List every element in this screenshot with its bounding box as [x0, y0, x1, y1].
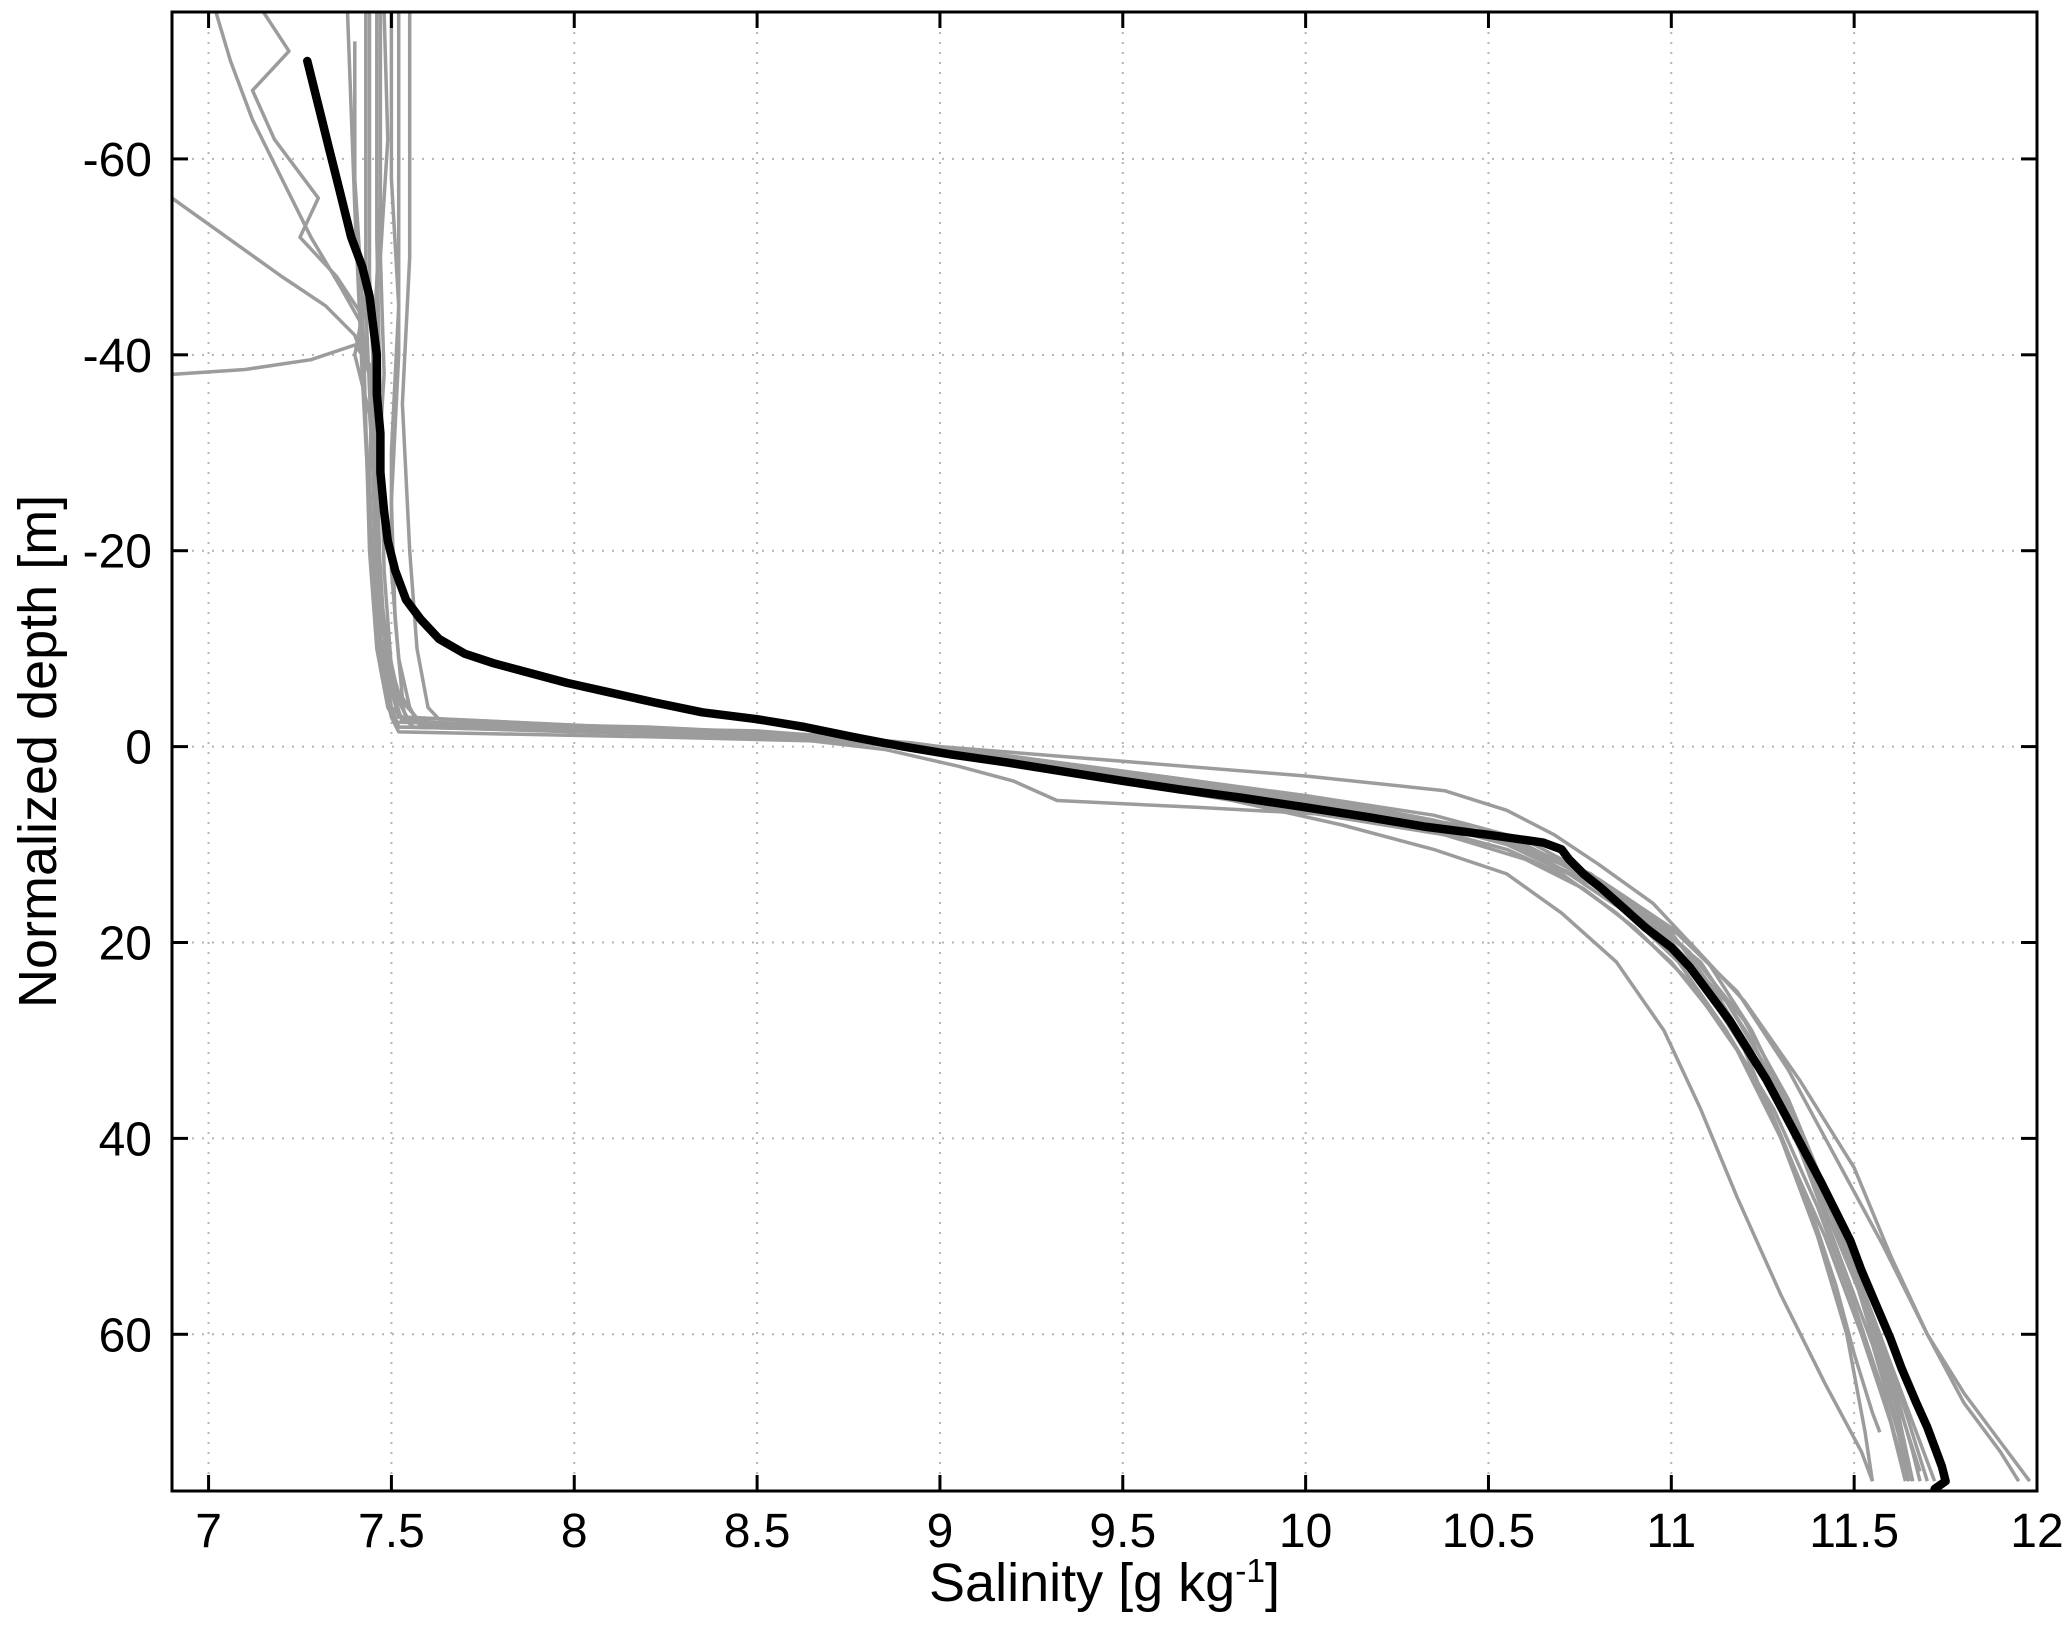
y-axis-label-text: Normalized depth [m] [8, 494, 68, 1009]
x-tick-label: 11.5 [1809, 1505, 1899, 1558]
mean-profile-line [303, 56, 1950, 1491]
y-axis-label: Normalized depth [m] [8, 12, 68, 1491]
x-tick-label: 10.5 [1442, 1505, 1535, 1558]
profile-line [400, 12, 2021, 1483]
y-tick-label: 40 [99, 1113, 152, 1166]
axis-ticks [172, 12, 2039, 1491]
y-tick-label: 20 [99, 917, 152, 970]
y-tick-label: -60 [83, 134, 152, 187]
x-tick-label: 8.5 [724, 1505, 791, 1558]
profile-line [375, 12, 1875, 1482]
gridlines [172, 12, 2038, 1491]
y-tick-label: 0 [125, 722, 152, 775]
x-axis-label: Salinity [g kg-1] [172, 1552, 2037, 1614]
x-tick-label: 9.5 [1089, 1505, 1156, 1558]
tick-labels: 7 7.5 8 8.5 9 9.5 10 10.5 11 11.5 12 -60 -40 -20 0 20 40… [83, 134, 2064, 1558]
x-axis-label-end: ] [1264, 1553, 1280, 1613]
plot-frame [170, 10, 2039, 1493]
x-tick-label: 7.5 [358, 1505, 425, 1558]
y-tick-label: -20 [83, 526, 152, 579]
x-tick-label: 11 [1646, 1505, 1696, 1558]
y-tick-label: -40 [83, 330, 152, 383]
x-tick-label: 9 [927, 1505, 954, 1558]
x-tick-label: 10 [1279, 1505, 1332, 1558]
x-axis-label-main: Salinity [g kg [929, 1553, 1236, 1613]
x-tick-label: 12 [2010, 1505, 2063, 1558]
x-tick-label: 8 [561, 1505, 588, 1558]
x-tick-label: 7 [195, 1505, 222, 1558]
y-tick-label: 60 [99, 1309, 152, 1362]
x-axis-label-superscript: -1 [1235, 1553, 1265, 1590]
